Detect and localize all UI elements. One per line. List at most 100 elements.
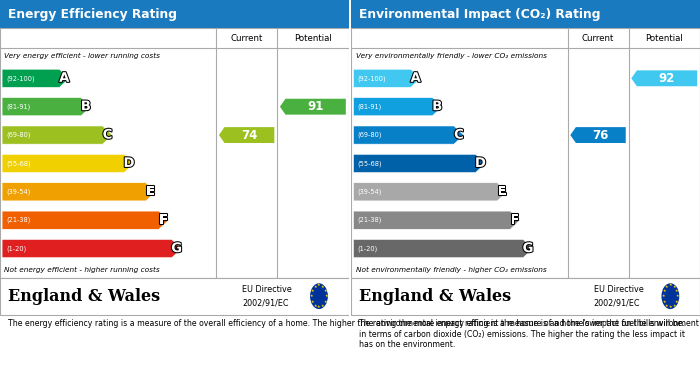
Text: ★: ★ [662, 294, 665, 298]
Text: A: A [60, 72, 69, 85]
Text: ★: ★ [672, 285, 676, 289]
Text: Not energy efficient - higher running costs: Not energy efficient - higher running co… [4, 267, 160, 273]
Text: C: C [103, 129, 112, 142]
Text: Very environmentally friendly - lower CO₂ emissions: Very environmentally friendly - lower CO… [356, 53, 547, 59]
Text: (92-100): (92-100) [6, 75, 35, 82]
Text: ★: ★ [317, 283, 321, 287]
Text: 2002/91/EC: 2002/91/EC [594, 298, 641, 307]
Text: ★: ★ [311, 300, 314, 304]
Text: C: C [454, 129, 463, 142]
Text: E: E [498, 185, 507, 198]
Text: EU Directive: EU Directive [242, 285, 292, 294]
Text: ★: ★ [676, 294, 680, 298]
Text: Potential: Potential [645, 34, 683, 43]
Text: Current: Current [582, 34, 614, 43]
Polygon shape [280, 99, 346, 115]
Text: ★: ★ [662, 300, 666, 304]
Text: (55-68): (55-68) [358, 160, 382, 167]
Bar [351, 28, 700, 278]
Text: (39-54): (39-54) [6, 188, 31, 195]
Text: F: F [159, 214, 168, 227]
Text: ★: ★ [314, 285, 317, 289]
Text: The environmental impact rating is a measure of a home's impact on the environme: The environmental impact rating is a mea… [359, 319, 699, 349]
Bar [0, 28, 349, 278]
Bar [351, 28, 700, 48]
Text: ★: ★ [662, 289, 666, 293]
Polygon shape [354, 183, 507, 201]
Text: ★: ★ [668, 283, 672, 287]
Text: D: D [475, 157, 486, 170]
Text: ★: ★ [321, 304, 324, 308]
Text: A: A [411, 72, 421, 85]
Polygon shape [354, 126, 464, 144]
Text: (21-38): (21-38) [6, 217, 31, 223]
Polygon shape [2, 154, 134, 172]
Text: ★: ★ [668, 305, 672, 309]
Text: (39-54): (39-54) [358, 188, 382, 195]
Bar [0, 0, 349, 28]
Polygon shape [219, 127, 274, 143]
Text: (1-20): (1-20) [358, 245, 378, 252]
Text: G: G [172, 242, 182, 255]
Text: Very energy efficient - lower running costs: Very energy efficient - lower running co… [4, 53, 160, 59]
Text: Current: Current [230, 34, 262, 43]
Polygon shape [354, 69, 421, 88]
Text: ★: ★ [665, 285, 668, 289]
Text: F: F [510, 214, 519, 227]
Text: (55-68): (55-68) [6, 160, 31, 167]
Bar [351, 0, 700, 28]
Polygon shape [354, 211, 520, 229]
Text: ★: ★ [325, 294, 328, 298]
Text: Potential: Potential [294, 34, 332, 43]
Polygon shape [570, 127, 626, 143]
Polygon shape [2, 239, 181, 258]
Text: (21-38): (21-38) [358, 217, 382, 223]
Text: ★: ★ [675, 289, 678, 293]
Polygon shape [2, 126, 113, 144]
Text: 74: 74 [241, 129, 258, 142]
Polygon shape [354, 154, 485, 172]
Text: ★: ★ [665, 304, 668, 308]
Text: (1-20): (1-20) [6, 245, 27, 252]
Bar [0, 278, 349, 315]
Polygon shape [2, 183, 155, 201]
Text: (81-91): (81-91) [358, 104, 382, 110]
Text: D: D [124, 157, 134, 170]
Bar [351, 278, 700, 315]
Polygon shape [354, 98, 442, 116]
Text: Not environmentally friendly - higher CO₂ emissions: Not environmentally friendly - higher CO… [356, 267, 546, 273]
Text: Energy Efficiency Rating: Energy Efficiency Rating [8, 7, 176, 21]
Polygon shape [631, 70, 697, 86]
Text: (69-80): (69-80) [358, 132, 382, 138]
Text: ★: ★ [323, 289, 327, 293]
Text: G: G [523, 242, 533, 255]
Ellipse shape [662, 283, 679, 309]
Text: ★: ★ [672, 304, 676, 308]
Polygon shape [2, 211, 169, 229]
Text: ★: ★ [311, 289, 314, 293]
Text: ★: ★ [310, 294, 314, 298]
Ellipse shape [310, 283, 328, 309]
Text: (69-80): (69-80) [6, 132, 31, 138]
Polygon shape [354, 239, 533, 258]
Text: The energy efficiency rating is a measure of the overall efficiency of a home. T: The energy efficiency rating is a measur… [8, 319, 685, 328]
Text: ★: ★ [321, 285, 324, 289]
Text: ★: ★ [314, 304, 317, 308]
Text: ★: ★ [323, 300, 327, 304]
Text: ★: ★ [675, 300, 678, 304]
Text: 76: 76 [593, 129, 609, 142]
Bar [0, 28, 349, 48]
Text: EU Directive: EU Directive [594, 285, 643, 294]
Text: 91: 91 [307, 100, 324, 113]
Text: 2002/91/EC: 2002/91/EC [242, 298, 289, 307]
Text: England & Wales: England & Wales [8, 288, 160, 305]
Text: (81-91): (81-91) [6, 104, 31, 110]
Polygon shape [2, 69, 69, 88]
Polygon shape [2, 98, 91, 116]
Text: B: B [80, 100, 91, 113]
Text: 92: 92 [659, 72, 676, 85]
Text: England & Wales: England & Wales [359, 288, 511, 305]
Text: (92-100): (92-100) [358, 75, 386, 82]
Text: B: B [432, 100, 442, 113]
Text: ★: ★ [317, 305, 321, 309]
